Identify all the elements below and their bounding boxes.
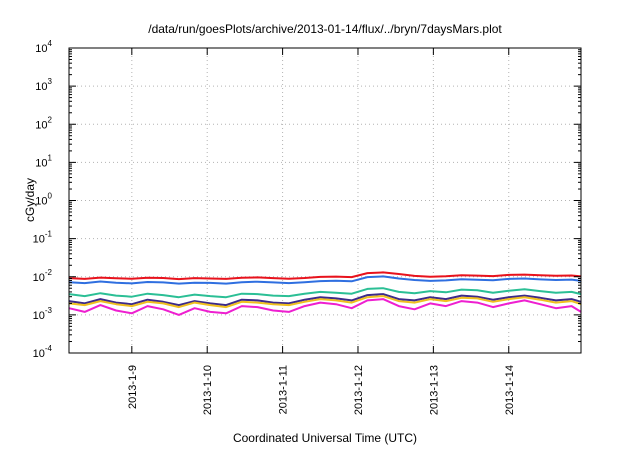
x-tick-label: 2013-1-12: [353, 365, 365, 415]
y-tick-exponent: -1: [45, 230, 53, 239]
series-line-1: [68, 271, 582, 281]
x-tick-label: 2013-1-11: [278, 365, 290, 414]
chart-title: /data/run/goesPlots/archive/2013-01-14/f…: [148, 22, 502, 36]
series-line-4: [68, 293, 582, 307]
y-tick-exponent: 0: [48, 192, 53, 201]
y-axis-label: cGy/day: [23, 178, 37, 222]
y-tick-label: 102: [35, 115, 52, 131]
y-tick-exponent: -4: [45, 344, 53, 353]
series-group: [68, 271, 582, 316]
x-tick-label: 2013-1-10: [202, 365, 214, 415]
x-tick-label: 2013-1-9: [127, 365, 139, 409]
y-tick-label: 10-1: [33, 230, 53, 246]
x-axis-label: Coordinated Universal Time (UTC): [233, 431, 417, 445]
y-tick-exponent: 4: [48, 39, 53, 48]
y-tick-exponent: -2: [45, 268, 53, 277]
series-line-3: [68, 287, 582, 299]
series-line-5: [68, 295, 582, 309]
x-tick-label: 2013-1-13: [428, 365, 440, 415]
y-tick-exponent: -3: [45, 306, 53, 315]
y-tick-label: 10-3: [33, 306, 53, 322]
x-tick-label: 2013-1-14: [504, 365, 516, 415]
y-tick-label: 104: [35, 39, 52, 55]
y-tick-exponent: 1: [48, 153, 53, 162]
y-tick-label: 103: [35, 77, 52, 93]
y-tick-label: 10-2: [33, 268, 53, 284]
y-tick-exponent: 2: [48, 115, 53, 124]
y-tick-label: 10-4: [33, 344, 53, 360]
y-tick-label: 100: [35, 192, 52, 208]
series-line-2: [68, 275, 582, 285]
y-tick-label: 101: [35, 153, 52, 169]
y-tick-exponent: 3: [48, 77, 53, 86]
series-line-6: [68, 298, 582, 316]
x-axis-ticks: 2013-1-9 2013-1-10 2013-1-11 2013-1-12 2013-…: [127, 48, 516, 415]
